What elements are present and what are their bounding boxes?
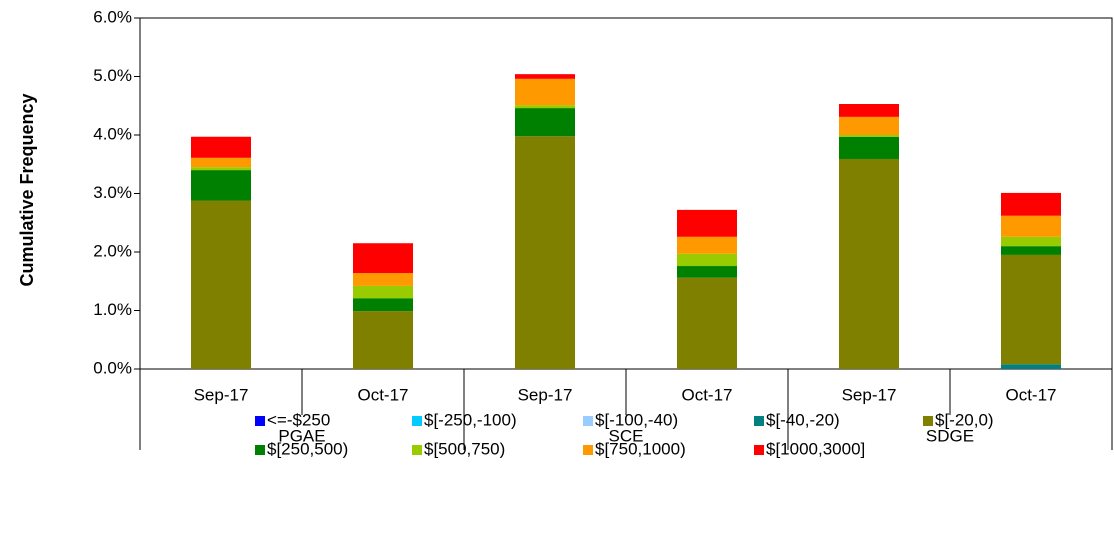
y-tick-label: 1.0% [93, 300, 132, 319]
y-tick-label: 5.0% [93, 66, 132, 85]
legend-label: $[1000,3000] [766, 439, 865, 458]
bar-segment [1001, 254, 1061, 365]
legend-swatch [583, 416, 593, 426]
legend-swatch [255, 445, 265, 455]
bar-segment [1001, 364, 1061, 369]
bar-segment [1001, 246, 1061, 255]
y-tick-label: 3.0% [93, 183, 132, 202]
legend-label: $[500,750) [424, 439, 505, 458]
group-label: SDGE [926, 426, 974, 445]
bar-segment [515, 105, 575, 109]
bar-segment [839, 136, 899, 159]
legend-label: $[-100,-40) [595, 410, 678, 429]
bar-segment [353, 243, 413, 274]
bar-segment [191, 170, 251, 201]
bar-segment [1001, 215, 1061, 237]
bar-segment [515, 136, 575, 369]
legend-swatch [923, 416, 933, 426]
bar-segment [677, 266, 737, 278]
legend-swatch [255, 416, 265, 426]
plot-frame [139, 17, 1113, 370]
bar-segment [353, 273, 413, 286]
bar-segment [839, 116, 899, 135]
bar-segment [839, 158, 899, 369]
bar-segment [353, 298, 413, 312]
bar-segment [353, 285, 413, 299]
group-label: PGAE [278, 426, 325, 445]
legend-label: $[-20,0) [935, 410, 994, 429]
legend-swatch [412, 416, 422, 426]
legend-label: $[750,1000) [595, 439, 686, 458]
bar-segment [677, 236, 737, 254]
bar-segment [839, 103, 899, 117]
legend-label: $[-40,-20) [766, 410, 840, 429]
legend-swatch [412, 445, 422, 455]
bar-segment [839, 135, 899, 137]
x-tick-label: Sep-17 [194, 385, 249, 404]
bar-segment [1001, 236, 1061, 247]
x-tick-label: Sep-17 [518, 385, 573, 404]
bar-segment [1001, 192, 1061, 216]
group-label: SCE [609, 426, 644, 445]
y-tick-label: 2.0% [93, 241, 132, 260]
y-axis-title: Cumulative Frequency [17, 93, 37, 286]
legend-label: $[-250,-100) [424, 410, 517, 429]
x-tick-label: Oct-17 [1005, 385, 1056, 404]
bar-segment [191, 167, 251, 171]
bar-segment [191, 157, 251, 168]
x-tick-label: Oct-17 [681, 385, 732, 404]
bar-segment [677, 209, 737, 237]
bar-segment [515, 78, 575, 106]
y-tick-label: 6.0% [93, 7, 132, 26]
bar-segment [353, 311, 413, 369]
bar-segment [515, 74, 575, 79]
y-tick-label: 4.0% [93, 124, 132, 143]
bar-segment [515, 108, 575, 137]
x-tick-label: Oct-17 [357, 385, 408, 404]
y-tick-label: 0.0% [93, 358, 132, 377]
bar-segment [191, 136, 251, 158]
x-tick-label: Sep-17 [842, 385, 897, 404]
legend-swatch [754, 416, 764, 426]
legend-swatch [754, 445, 764, 455]
legend-label: $[250,500) [267, 439, 348, 458]
bar-segment [677, 277, 737, 369]
legend-label: <=-$250 [267, 410, 330, 429]
bar-segment [677, 253, 737, 267]
bar-segment [191, 200, 251, 369]
legend-swatch [583, 445, 593, 455]
